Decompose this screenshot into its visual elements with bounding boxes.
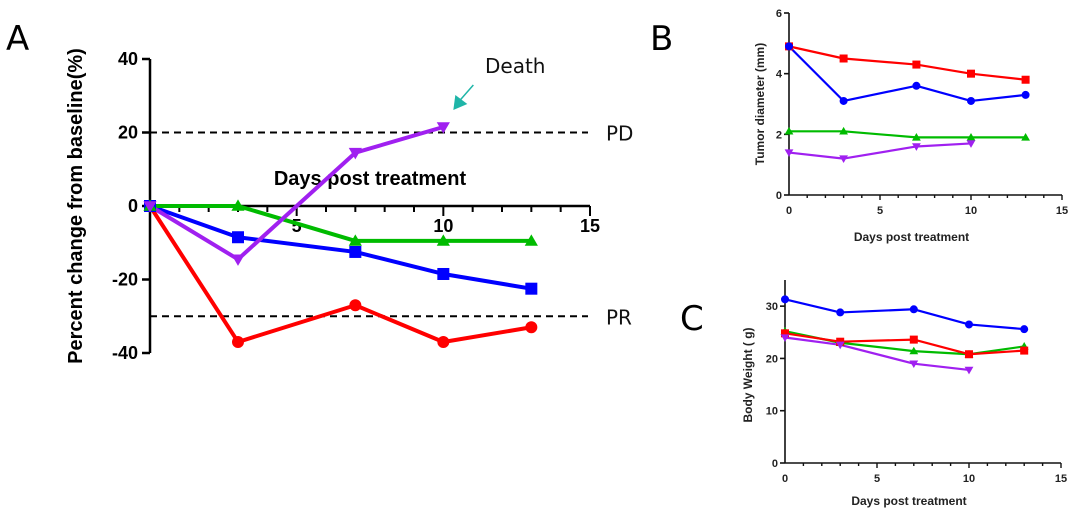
- data-point-purple: [436, 122, 450, 134]
- data-point-blue: [1021, 90, 1030, 99]
- series-line-green: [789, 130, 1026, 139]
- data-point-green: [784, 126, 794, 135]
- chart-panel-a: PD PR 40 20 0 -20 -40 5 10 15 Days post treatment P…: [65, 48, 633, 364]
- data-point-blue: [839, 96, 848, 105]
- data-point-green: [1021, 132, 1030, 141]
- chart-panel-c: 0 10 20 30 0 5 10 15 Days post treatment Body Wei…: [741, 280, 1067, 508]
- series-line-red: [788, 45, 1026, 81]
- data-point-blue: [836, 308, 845, 317]
- y-tick-label: -40: [112, 343, 138, 363]
- data-point-blue: [967, 96, 975, 105]
- reference-label-pr: PR: [606, 305, 632, 329]
- annotation-arrow-head: [453, 94, 468, 110]
- data-point-green: [912, 132, 921, 141]
- panel-label-b: B: [650, 19, 673, 59]
- y-axis-label: Percent change from baseline(%): [65, 48, 87, 364]
- data-point-red: [232, 335, 244, 348]
- data-point-red: [967, 69, 975, 78]
- data-point-green: [436, 234, 450, 246]
- data-point-purple: [839, 155, 848, 163]
- data-point-red: [965, 350, 973, 359]
- data-point-red: [781, 329, 789, 338]
- x-tick-label: 5: [874, 473, 880, 485]
- data-point-blue: [349, 245, 362, 258]
- x-tick-label: 0: [782, 473, 788, 485]
- x-tick-label: 5: [877, 205, 883, 217]
- x-tick-label: 0: [786, 205, 792, 217]
- y-axis-label: Body Weight ( g): [741, 327, 755, 422]
- x-tick-label: 10: [963, 473, 975, 485]
- y-tick-label: 20: [118, 123, 138, 143]
- data-point-red: [437, 335, 450, 348]
- data-point-purple: [780, 334, 790, 342]
- series-line-purple: [788, 142, 972, 160]
- data-point-blue: [437, 267, 450, 280]
- data-point-blue: [965, 320, 973, 329]
- data-point-purple: [835, 341, 845, 350]
- y-tick-label: 0: [128, 196, 138, 216]
- series-line-purple: [784, 336, 970, 372]
- y-tick-label: 10: [766, 406, 778, 418]
- x-axis-label: Days post treatment: [851, 494, 966, 508]
- y-tick-label: 40: [118, 49, 138, 69]
- data-point-purple: [912, 143, 921, 151]
- data-point-purple: [231, 254, 245, 266]
- data-point-green: [966, 132, 976, 141]
- y-tick-label: -20: [112, 270, 138, 290]
- y-tick-label: 30: [766, 301, 778, 313]
- annotation-arrow-shaft: [458, 84, 474, 102]
- x-tick-label: 5: [292, 216, 302, 236]
- data-point-green: [839, 126, 848, 135]
- x-tick-label: 15: [1056, 205, 1068, 217]
- data-point-red: [839, 54, 848, 63]
- series-line-green: [150, 204, 532, 243]
- data-point-green: [909, 346, 919, 355]
- data-point-green: [231, 199, 245, 211]
- y-tick-label: 0: [772, 458, 778, 470]
- x-tick-label: 10: [965, 205, 977, 217]
- y-axis-label: Tumor diameter (mm): [753, 43, 767, 165]
- data-point-purple: [909, 360, 919, 369]
- data-point-purple: [966, 140, 976, 148]
- data-point-green: [348, 234, 362, 246]
- y-tick-label: 20: [766, 353, 778, 365]
- chart-panel-b: 0 2 4 6 0 5 10 15 Days post treatment Tumor diame…: [753, 8, 1068, 244]
- data-point-blue: [909, 305, 918, 314]
- series-line-blue: [149, 204, 532, 291]
- x-tick-label: 15: [580, 216, 600, 236]
- x-tick-label: 10: [433, 216, 453, 236]
- data-point-red: [349, 299, 362, 312]
- y-tick-label: 4: [776, 69, 783, 81]
- data-point-blue: [1020, 325, 1029, 334]
- data-point-blue: [525, 282, 538, 295]
- y-tick-label: 6: [776, 8, 782, 20]
- x-axis-label: Days post treatment: [854, 230, 969, 244]
- series-line-blue: [784, 298, 1025, 331]
- y-tick-label: 2: [776, 129, 782, 141]
- data-point-green: [524, 234, 538, 246]
- data-point-blue: [232, 231, 244, 244]
- data-point-purple: [964, 366, 974, 375]
- data-point-blue: [912, 81, 921, 90]
- data-point-red: [909, 335, 918, 344]
- panel-label-a: A: [6, 19, 29, 59]
- data-point-red: [912, 60, 921, 69]
- data-point-purple: [143, 201, 157, 213]
- data-point-red: [1021, 75, 1030, 84]
- reference-label-pd: PD: [606, 122, 633, 146]
- data-point-blue: [785, 42, 793, 51]
- x-axis-label: Days post treatment: [274, 168, 467, 190]
- annotation-death: Death: [485, 54, 545, 78]
- series-line-purple: [148, 125, 444, 262]
- data-point-purple: [348, 147, 362, 160]
- data-point-red: [525, 321, 538, 334]
- data-point-purple: [784, 149, 794, 157]
- y-tick-label: 0: [776, 190, 782, 202]
- data-point-red: [1020, 346, 1029, 355]
- panel-label-c: C: [680, 299, 704, 339]
- x-tick-label: 15: [1055, 473, 1067, 485]
- data-point-blue: [781, 295, 789, 304]
